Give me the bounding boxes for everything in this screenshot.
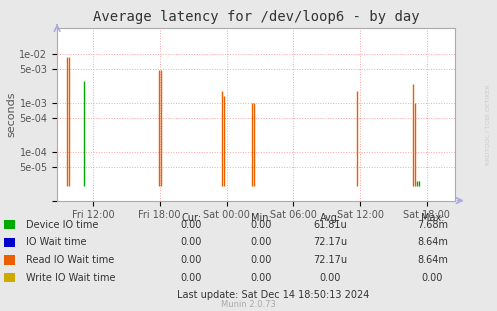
Text: 0.00: 0.00: [250, 255, 272, 265]
Text: Device IO time: Device IO time: [26, 220, 98, 230]
Text: 61.81u: 61.81u: [314, 220, 347, 230]
Text: IO Wait time: IO Wait time: [26, 237, 86, 247]
Text: 8.64m: 8.64m: [417, 255, 448, 265]
Text: Max:: Max:: [420, 213, 444, 223]
Text: 0.00: 0.00: [421, 273, 443, 283]
Text: Last update: Sat Dec 14 18:50:13 2024: Last update: Sat Dec 14 18:50:13 2024: [177, 290, 370, 300]
Text: RRDTOOL / TOBI OETIKER: RRDTOOL / TOBI OETIKER: [486, 84, 491, 165]
Text: 7.68m: 7.68m: [417, 220, 448, 230]
Title: Average latency for /dev/loop6 - by day: Average latency for /dev/loop6 - by day: [92, 10, 419, 24]
Text: Avg:: Avg:: [320, 213, 341, 223]
Text: Munin 2.0.73: Munin 2.0.73: [221, 300, 276, 309]
Text: 0.00: 0.00: [180, 237, 202, 247]
Text: 0.00: 0.00: [250, 273, 272, 283]
Text: Read IO Wait time: Read IO Wait time: [26, 255, 114, 265]
Y-axis label: seconds: seconds: [6, 91, 16, 137]
Text: 0.00: 0.00: [180, 220, 202, 230]
Text: 72.17u: 72.17u: [314, 255, 347, 265]
Text: 8.64m: 8.64m: [417, 237, 448, 247]
Text: 0.00: 0.00: [250, 237, 272, 247]
Text: Write IO Wait time: Write IO Wait time: [26, 273, 115, 283]
Text: Min:: Min:: [250, 213, 271, 223]
Text: Cur:: Cur:: [181, 213, 201, 223]
Text: 0.00: 0.00: [180, 273, 202, 283]
Text: 0.00: 0.00: [320, 273, 341, 283]
Text: 0.00: 0.00: [250, 220, 272, 230]
Text: 0.00: 0.00: [180, 255, 202, 265]
Text: 72.17u: 72.17u: [314, 237, 347, 247]
